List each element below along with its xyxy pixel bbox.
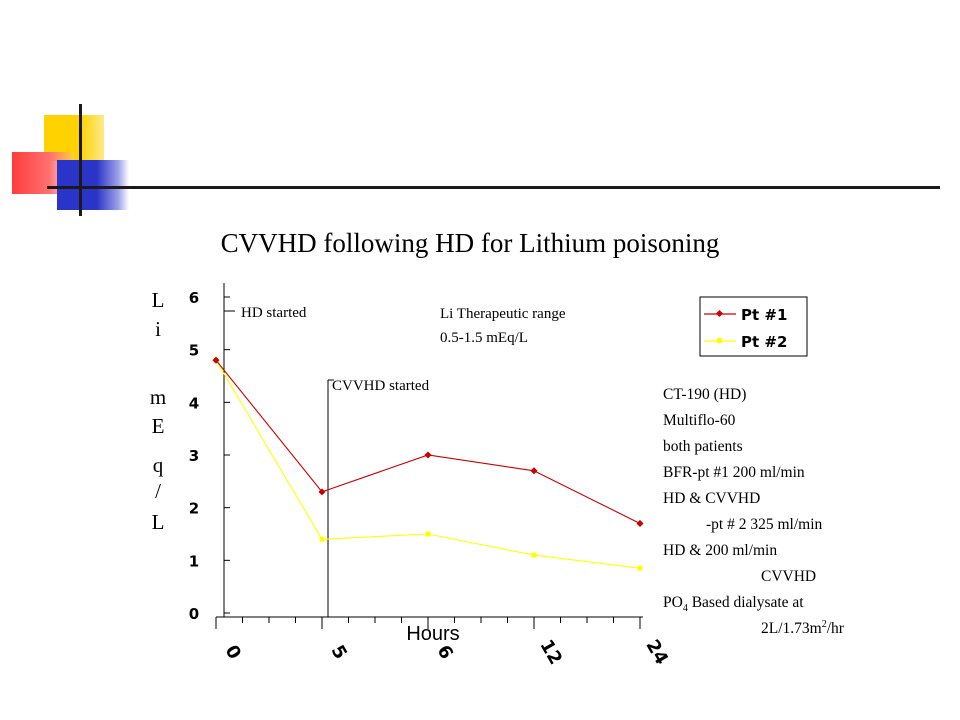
therapeutic-range-label: Li Therapeutic range: [440, 306, 566, 322]
y-axis-label-letter: i: [155, 317, 161, 341]
legend: Pt #1 Pt #2: [699, 296, 808, 357]
note-line: CVVHD: [761, 568, 816, 585]
note-rate-prefix: 2L/1.73m: [761, 620, 822, 637]
data-point: [425, 531, 431, 537]
deco-horizontal-rule: [47, 186, 940, 189]
legend-label-pt1: Pt #1: [741, 306, 787, 324]
y-axis-label-letter: L: [152, 510, 165, 534]
series-layer: [212, 356, 644, 571]
x-axis-label: Hours: [406, 623, 459, 645]
data-point: [637, 565, 643, 571]
note-line: BFR-pt #1 200 ml/min: [663, 464, 805, 481]
note-line-po4: PO4 Based dialysate at: [663, 594, 804, 614]
note-rate-superscript: 2: [822, 619, 827, 630]
data-point: [530, 467, 538, 475]
y-tick-label: 0: [189, 605, 199, 623]
y-axis-label-letter: q: [153, 453, 164, 477]
note-line: HD & CVVHD: [663, 490, 760, 507]
data-point: [636, 519, 644, 528]
data-point: [531, 552, 537, 558]
data-point: [318, 488, 326, 496]
note-line: Multiflo-60: [663, 412, 736, 429]
y-tick-label: 2: [189, 500, 199, 518]
note-rate-suffix: /hr: [827, 620, 845, 637]
legend-marker-pt1: [715, 309, 724, 318]
note-line: both patients: [663, 438, 743, 455]
slide-title: CVVHD following HD for Lithium poisoning: [220, 228, 720, 258]
dialysis-notes: CT-190 (HD) Multiflo-60 both patients BF…: [663, 386, 845, 637]
note-po4-subscript: 4: [683, 603, 688, 614]
hd-started-label: HD started: [241, 305, 307, 321]
note-line: -pt # 2 325 ml/min: [706, 516, 823, 533]
y-axis-label-letter: L: [152, 288, 165, 312]
y-axis-label-letter: m: [150, 385, 166, 409]
x-tick-label: 5: [327, 642, 351, 663]
y-tick-label: 5: [189, 342, 199, 360]
x-tick-label: 24: [641, 636, 672, 668]
x-tick-label: 0: [221, 642, 245, 663]
deco-blue-block: [57, 160, 129, 210]
note-po4-prefix: PO: [663, 594, 683, 611]
note-line: HD & 200 ml/min: [663, 542, 777, 559]
y-tick-label: 1: [189, 552, 199, 570]
data-point: [319, 536, 325, 542]
legend-marker-pt2: [717, 338, 722, 343]
y-axis-label-letter: E: [152, 414, 165, 438]
y-ticks: 0 1 2 3 4 5 6: [189, 289, 230, 623]
y-axis-label-letter: /: [155, 479, 161, 503]
y-axis-label: L i m E q / L: [150, 288, 166, 534]
note-line-rate: 2L/1.73m2/hr: [761, 619, 845, 637]
note-line: CT-190 (HD): [663, 386, 746, 403]
x-tick-label: 12: [535, 636, 566, 668]
data-point: [424, 451, 432, 459]
legend-box: [699, 296, 808, 357]
legend-label-pt2: Pt #2: [741, 333, 787, 351]
therapeutic-range-value: 0.5-1.5 mEq/L: [440, 330, 528, 346]
cvvhd-started-label: CVVHD started: [332, 378, 430, 394]
y-tick-label: 4: [189, 394, 199, 412]
note-po4-suffix: Based dialysate at: [688, 594, 804, 611]
deco-vertical-rule: [79, 104, 82, 216]
y-tick-label: 3: [189, 447, 199, 465]
y-tick-label: 6: [189, 289, 199, 307]
data-point: [212, 356, 220, 364]
